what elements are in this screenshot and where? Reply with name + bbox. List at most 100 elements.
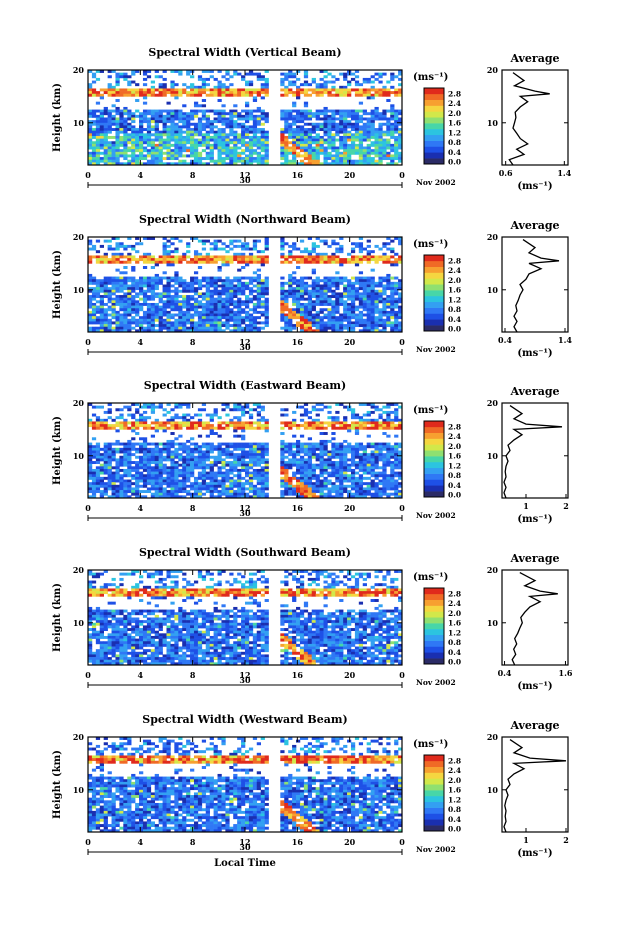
- heatmap-cell: [209, 159, 214, 163]
- heatmap-cell: [88, 487, 93, 491]
- heatmap-cell: [166, 302, 171, 306]
- heatmap-cell: [394, 93, 399, 97]
- heatmap-cell: [233, 143, 238, 147]
- heatmap-cell: [292, 279, 297, 283]
- heatmap-cell: [229, 109, 234, 113]
- heatmap-cell: [303, 255, 309, 259]
- heatmap-cell: [260, 279, 265, 283]
- heatmap-cell: [248, 424, 254, 428]
- heatmap-cell: [193, 287, 199, 291]
- heatmap-cell: [319, 308, 324, 312]
- heatmap-cell: [327, 91, 332, 95]
- heatmap-cell: [111, 91, 116, 95]
- heatmap-cell: [256, 326, 261, 330]
- heatmap-cell: [280, 93, 285, 97]
- heatmap-cell: [119, 476, 124, 480]
- heatmap-cell: [292, 316, 297, 320]
- heatmap-cell: [182, 281, 187, 285]
- heatmap-cell: [374, 281, 379, 285]
- heatmap-cell: [88, 463, 93, 467]
- heatmap-cell: [166, 244, 171, 248]
- heatmap-cell: [213, 135, 218, 139]
- heatmap-cell: [95, 120, 101, 124]
- heatmap-cell: [131, 157, 136, 161]
- heatmap-cell: [88, 120, 93, 124]
- heatmap-cell: [107, 468, 112, 472]
- heatmap-cell: [88, 88, 93, 92]
- heatmap-cell: [139, 302, 144, 306]
- heatmap-cell: [91, 471, 97, 475]
- heatmap-cell: [315, 162, 320, 166]
- heatmap-cell: [398, 279, 403, 283]
- heatmap-cell: [107, 70, 112, 73]
- heatmap-cell: [280, 484, 285, 488]
- heatmap-cell: [103, 326, 108, 330]
- heatmap-cell: [201, 114, 207, 118]
- heatmap-cell: [299, 117, 305, 121]
- heatmap-cell: [115, 479, 120, 483]
- heatmap-cell: [197, 130, 203, 134]
- heatmap-cell: [91, 114, 97, 118]
- heatmap-cell: [205, 421, 210, 425]
- heatmap-cell: [241, 326, 246, 330]
- heatmap-cell: [284, 447, 289, 451]
- heatmap-cell: [323, 252, 328, 256]
- heatmap-cell: [386, 297, 391, 301]
- colorbar-tick-label: 1.6: [448, 119, 461, 128]
- heatmap-cell: [205, 458, 210, 462]
- heatmap-cell: [88, 91, 93, 95]
- heatmap-cell: [88, 143, 93, 147]
- heatmap-cell: [284, 112, 289, 116]
- heatmap-cell: [331, 80, 336, 84]
- heatmap-cell: [245, 258, 250, 262]
- heatmap-cell: [241, 492, 246, 496]
- heatmap-cell: [95, 130, 101, 134]
- heatmap-cell: [229, 120, 234, 124]
- heatmap-cell: [292, 120, 297, 124]
- heatmap-cell: [292, 297, 297, 301]
- heatmap-cell: [256, 405, 261, 409]
- heatmap-cell: [103, 418, 108, 422]
- heatmap-cell: [115, 466, 120, 470]
- heatmap-cell: [280, 162, 285, 166]
- heatmap-cell: [347, 125, 352, 129]
- heatmap-cell: [193, 413, 199, 417]
- heatmap-cell: [139, 466, 144, 470]
- heatmap-cell: [288, 284, 293, 288]
- heatmap-cell: [233, 88, 238, 92]
- heatmap-cell: [382, 151, 387, 155]
- heatmap-cell: [374, 255, 379, 259]
- heatmap-cell: [237, 305, 242, 309]
- profile-y-tick-label: 20: [487, 65, 499, 75]
- heatmap-cell: [166, 313, 171, 317]
- heatmap-cell: [398, 109, 403, 113]
- heatmap-cell: [139, 130, 144, 134]
- heatmap-cell: [158, 329, 163, 333]
- x-tick-label: 4: [138, 170, 144, 180]
- heatmap-cell: [303, 292, 309, 296]
- heatmap-cell: [150, 468, 156, 472]
- heatmap-cell: [115, 492, 120, 496]
- heatmap-cell: [248, 72, 254, 76]
- heatmap-cell: [233, 289, 238, 293]
- colorbar-swatch: [424, 278, 444, 285]
- heatmap-cell: [225, 117, 230, 121]
- heatmap-cell: [127, 474, 132, 478]
- heatmap-cell: [252, 138, 258, 142]
- heatmap-cell: [311, 316, 316, 320]
- heatmap-cell: [256, 162, 261, 166]
- heatmap-cell: [288, 442, 293, 446]
- heatmap-cell: [347, 83, 352, 87]
- heatmap-cell: [323, 258, 328, 262]
- heatmap-cell: [374, 135, 379, 139]
- heatmap-cell: [131, 492, 136, 496]
- heatmap-cell: [201, 157, 207, 161]
- heatmap-cell: [323, 302, 328, 306]
- heatmap-cell: [170, 445, 175, 449]
- heatmap-cell: [213, 281, 218, 285]
- heatmap-cell: [378, 316, 383, 320]
- heatmap-cell: [260, 83, 265, 87]
- heatmap-cell: [237, 484, 242, 488]
- heatmap-cell: [190, 450, 195, 454]
- heatmap-cell: [398, 308, 403, 312]
